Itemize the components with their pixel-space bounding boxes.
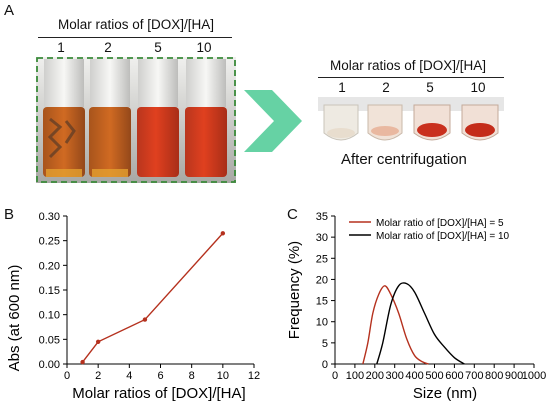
b-x-tick-label: 8 bbox=[189, 370, 195, 382]
c-y-tick-label: 10 bbox=[316, 317, 328, 329]
vials-photo-after bbox=[318, 97, 504, 147]
c-x-tick-label: 300 bbox=[386, 370, 404, 382]
b-data-point bbox=[142, 317, 148, 322]
vial-1 bbox=[43, 59, 85, 177]
right-ratio-label-5: 5 bbox=[426, 80, 434, 95]
left-ratio-label-1: 1 bbox=[57, 40, 65, 55]
right-title-rule bbox=[318, 77, 504, 78]
b-x-tick-label: 12 bbox=[248, 370, 260, 382]
tube-1 bbox=[323, 104, 359, 141]
c-x-tick-label: 400 bbox=[405, 370, 423, 382]
b-data-point bbox=[80, 359, 85, 365]
b-x-tick-label: 10 bbox=[217, 370, 229, 382]
right-ratio-label-2: 2 bbox=[382, 80, 390, 95]
b-data-point bbox=[95, 339, 101, 344]
tube-2 bbox=[367, 104, 403, 141]
chart-c-x-axis-label: Size (nm) bbox=[413, 385, 477, 402]
left-ratio-label-5: 5 bbox=[154, 40, 162, 55]
b-x-tick-label: 4 bbox=[126, 370, 132, 382]
centrifugation-caption: After centrifugation bbox=[341, 151, 467, 168]
left-ratio-label-2: 2 bbox=[104, 40, 112, 55]
c-y-tick-label: 20 bbox=[316, 274, 328, 286]
b-x-tick-label: 2 bbox=[95, 370, 101, 382]
b-data-point bbox=[220, 231, 226, 236]
c-y-tick-label: 15 bbox=[316, 296, 328, 308]
chart-c-y-axis-label: Frequency (%) bbox=[286, 241, 303, 339]
chart-b-y-axis-label: Abs (at 600 nm) bbox=[6, 265, 23, 372]
vial-2 bbox=[89, 59, 131, 177]
right-ratio-title: Molar ratios of [DOX]/[HA] bbox=[330, 58, 487, 73]
c-y-tick-label: 5 bbox=[322, 338, 328, 350]
c-x-tick-label: 800 bbox=[485, 370, 503, 382]
left-ratio-title: Molar ratios of [DOX]/[HA] bbox=[58, 17, 215, 32]
panel-a-label: A bbox=[4, 2, 15, 19]
c-series-line-2 bbox=[376, 282, 465, 365]
panel-c-label: C bbox=[287, 206, 298, 223]
c-legend-label-2: Molar ratio of [DOX]/[HA] = 10 bbox=[376, 231, 510, 242]
vial-5 bbox=[137, 59, 179, 177]
right-ratio-label-1: 1 bbox=[338, 80, 346, 95]
c-x-tick-label: 1000 bbox=[522, 370, 546, 382]
b-y-tick-label: 0.00 bbox=[39, 359, 60, 371]
panel-b-label: B bbox=[4, 206, 15, 223]
left-ratio-label-10: 10 bbox=[196, 40, 212, 55]
c-x-tick-label: 100 bbox=[346, 370, 364, 382]
c-x-tick-label: 700 bbox=[465, 370, 483, 382]
c-x-tick-label: 900 bbox=[505, 370, 523, 382]
left-title-rule bbox=[38, 37, 232, 38]
tube-10 bbox=[461, 104, 499, 141]
b-y-tick-label: 0.10 bbox=[39, 310, 60, 322]
chart-b-x-axis-label: Molar ratios of [DOX]/[HA] bbox=[72, 385, 245, 402]
b-series-line-1 bbox=[82, 232, 224, 363]
b-y-tick-label: 0.15 bbox=[39, 285, 60, 297]
b-y-tick-label: 0.05 bbox=[39, 334, 60, 346]
c-y-tick-label: 25 bbox=[316, 253, 328, 265]
arrow-icon bbox=[244, 90, 302, 152]
c-legend-label-1: Molar ratio of [DOX]/[HA] = 5 bbox=[376, 218, 504, 229]
b-y-tick-label: 0.30 bbox=[39, 211, 60, 223]
c-y-tick-label: 30 bbox=[316, 232, 328, 244]
b-x-tick-label: 6 bbox=[157, 370, 163, 382]
vial-10 bbox=[185, 59, 227, 177]
vials-photo-before bbox=[36, 57, 236, 183]
c-x-tick-label: 200 bbox=[366, 370, 384, 382]
chart-b: 0 2 4 6 8 10 12 0.00 0.05 0.10 0.15 0.20 0.25 0.30 Mo… bbox=[6, 211, 260, 402]
c-x-tick-label: 500 bbox=[425, 370, 443, 382]
c-series-line-1 bbox=[362, 285, 429, 365]
c-x-tick-label: 0 bbox=[332, 370, 338, 382]
c-y-tick-label: 0 bbox=[322, 359, 328, 371]
c-y-tick-label: 35 bbox=[316, 211, 328, 223]
c-x-tick-label: 600 bbox=[445, 370, 463, 382]
b-x-tick-label: 0 bbox=[64, 370, 70, 382]
tube-5 bbox=[413, 104, 451, 141]
b-y-tick-label: 0.25 bbox=[39, 236, 60, 248]
right-ratio-label-10: 10 bbox=[470, 80, 486, 95]
b-y-tick-label: 0.20 bbox=[39, 260, 60, 272]
